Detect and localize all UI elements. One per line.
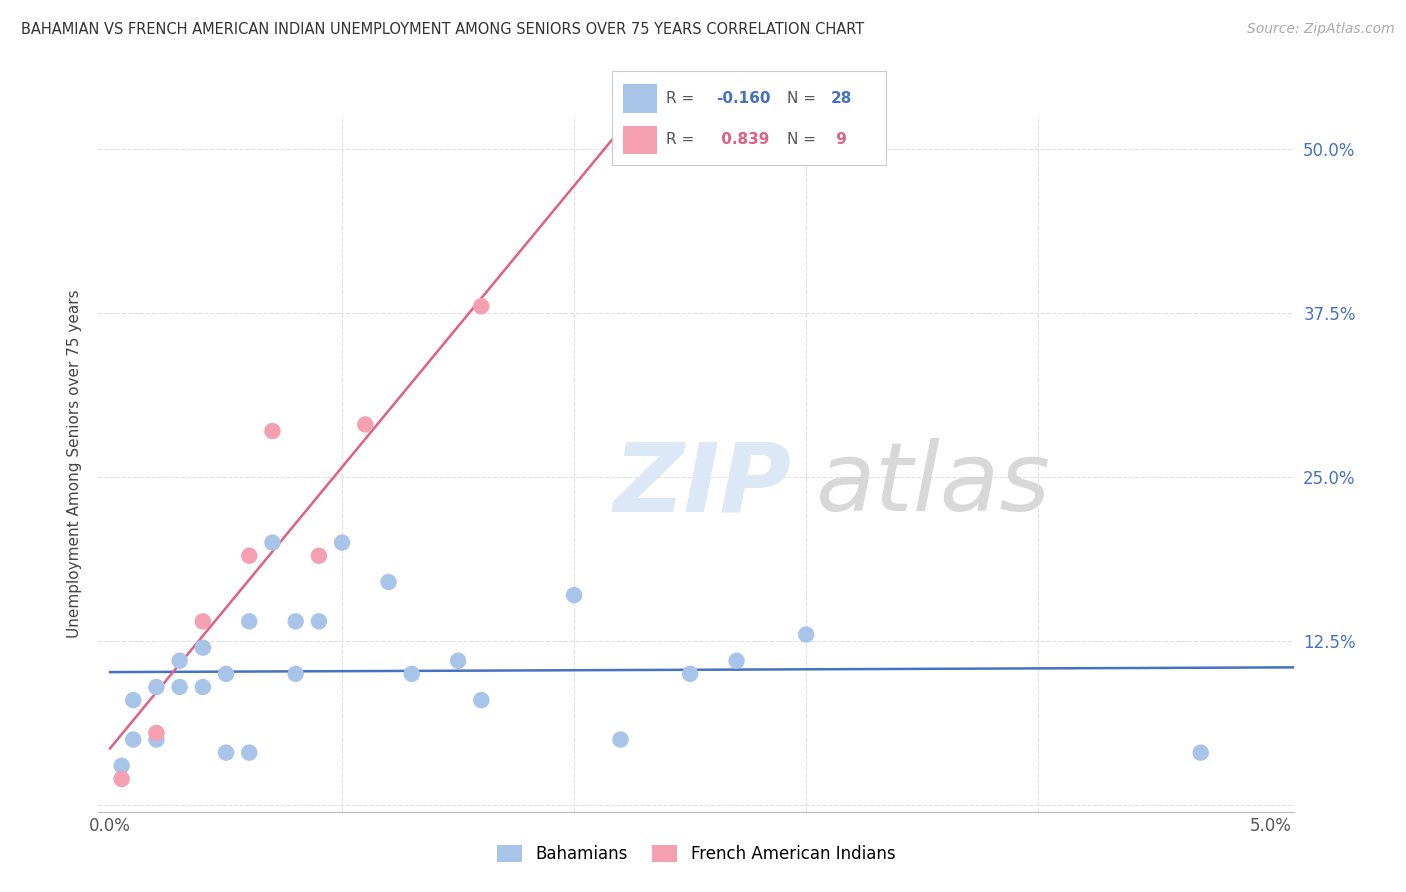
Point	[401, 666, 423, 681]
Bar	[623, 126, 657, 153]
Point	[215, 746, 238, 760]
Text: R =: R =	[666, 132, 695, 147]
Text: N =: N =	[787, 132, 815, 147]
Point	[238, 746, 260, 760]
Point	[470, 693, 492, 707]
Point	[238, 549, 260, 563]
Text: ZIP: ZIP	[613, 438, 792, 532]
Point	[111, 758, 134, 772]
Point	[145, 726, 167, 740]
Point	[308, 615, 330, 629]
Point	[215, 666, 238, 681]
Point	[262, 535, 284, 549]
Point	[169, 680, 191, 694]
Point	[145, 732, 167, 747]
Point	[679, 666, 702, 681]
Text: 9: 9	[831, 132, 846, 147]
Text: -0.160: -0.160	[716, 91, 770, 106]
Point	[122, 693, 145, 707]
Point	[330, 535, 353, 549]
Point	[284, 666, 307, 681]
Point	[122, 732, 145, 747]
Point	[191, 640, 214, 655]
Point	[609, 732, 631, 747]
Point	[377, 574, 399, 589]
Point	[191, 615, 214, 629]
Bar	[623, 85, 657, 112]
Legend: Bahamians, French American Indians: Bahamians, French American Indians	[489, 838, 903, 870]
Text: N =: N =	[787, 91, 815, 106]
Text: Source: ZipAtlas.com: Source: ZipAtlas.com	[1247, 22, 1395, 37]
Point	[354, 417, 377, 432]
Text: atlas: atlas	[815, 438, 1050, 532]
Point	[562, 588, 585, 602]
Point	[145, 680, 167, 694]
Text: 28: 28	[831, 91, 852, 106]
Point	[169, 654, 191, 668]
Point	[308, 549, 330, 563]
Text: BAHAMIAN VS FRENCH AMERICAN INDIAN UNEMPLOYMENT AMONG SENIORS OVER 75 YEARS CORR: BAHAMIAN VS FRENCH AMERICAN INDIAN UNEMP…	[21, 22, 865, 37]
Point	[1189, 746, 1212, 760]
Point	[238, 615, 260, 629]
Point	[447, 654, 470, 668]
Point	[284, 615, 307, 629]
Point	[111, 772, 134, 786]
Text: 0.839: 0.839	[716, 132, 769, 147]
Point	[725, 654, 748, 668]
Point	[794, 627, 817, 641]
Point	[262, 424, 284, 438]
Point	[609, 142, 631, 156]
Text: R =: R =	[666, 91, 695, 106]
Point	[470, 299, 492, 313]
Point	[191, 680, 214, 694]
Y-axis label: Unemployment Among Seniors over 75 years: Unemployment Among Seniors over 75 years	[67, 290, 83, 638]
